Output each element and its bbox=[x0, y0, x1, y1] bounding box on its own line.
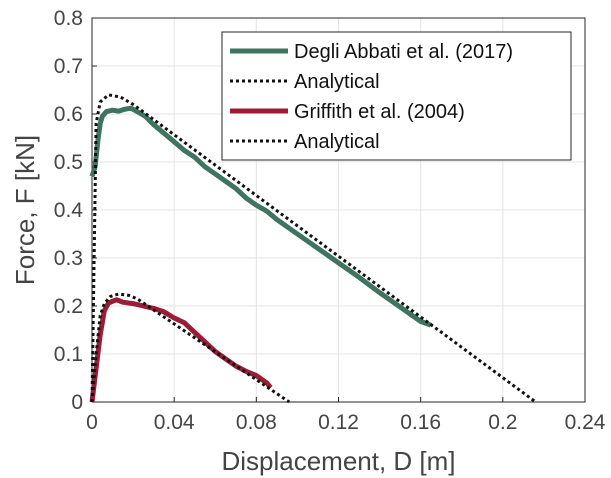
tick-labels: 0 0.04 0.08 0.12 0.16 0.2 0.24 0 0.1 0.2 0.3 0.4 0.5… bbox=[54, 7, 606, 434]
x-tick-label: 0.04 bbox=[154, 411, 195, 434]
y-tick-label: 0 bbox=[71, 391, 83, 414]
y-tick-label: 0.4 bbox=[54, 199, 84, 222]
y-tick-label: 0.3 bbox=[54, 247, 83, 270]
series-layer bbox=[89, 93, 537, 404]
x-tick-label: 0.2 bbox=[488, 411, 517, 434]
x-tick-label: 0.16 bbox=[400, 411, 441, 434]
y-axis-label: Force, F [kN] bbox=[10, 135, 40, 285]
x-axis-label: Displacement, D [m] bbox=[221, 446, 455, 476]
x-tick-label: 0.24 bbox=[565, 411, 606, 434]
series-line-3 bbox=[89, 297, 273, 403]
series-line-2 bbox=[90, 93, 537, 404]
y-tick-label: 0.8 bbox=[54, 7, 83, 30]
legend-entry-label: Analytical bbox=[294, 131, 380, 153]
series-line-1 bbox=[89, 105, 432, 328]
series-line-4 bbox=[90, 292, 291, 404]
x-tick-label: 0.08 bbox=[236, 411, 277, 434]
y-tick-label: 0.2 bbox=[54, 295, 83, 318]
legend-entry-label: Griffith et al. (2004) bbox=[294, 101, 465, 123]
x-tick-label: 0.12 bbox=[318, 411, 359, 434]
x-tick-label: 0 bbox=[86, 411, 98, 434]
y-tick-label: 0.5 bbox=[54, 151, 83, 174]
legend: Degli Abbati et al. (2017) Analytical Grif… bbox=[221, 31, 572, 161]
y-tick-label: 0.1 bbox=[54, 343, 83, 366]
y-tick-label: 0.7 bbox=[54, 55, 83, 78]
legend-entry-label: Degli Abbati et al. (2017) bbox=[294, 41, 513, 63]
y-tick-label: 0.6 bbox=[54, 103, 83, 126]
plot-area-frame bbox=[91, 17, 586, 403]
legend-entry-label: Analytical bbox=[294, 71, 380, 93]
